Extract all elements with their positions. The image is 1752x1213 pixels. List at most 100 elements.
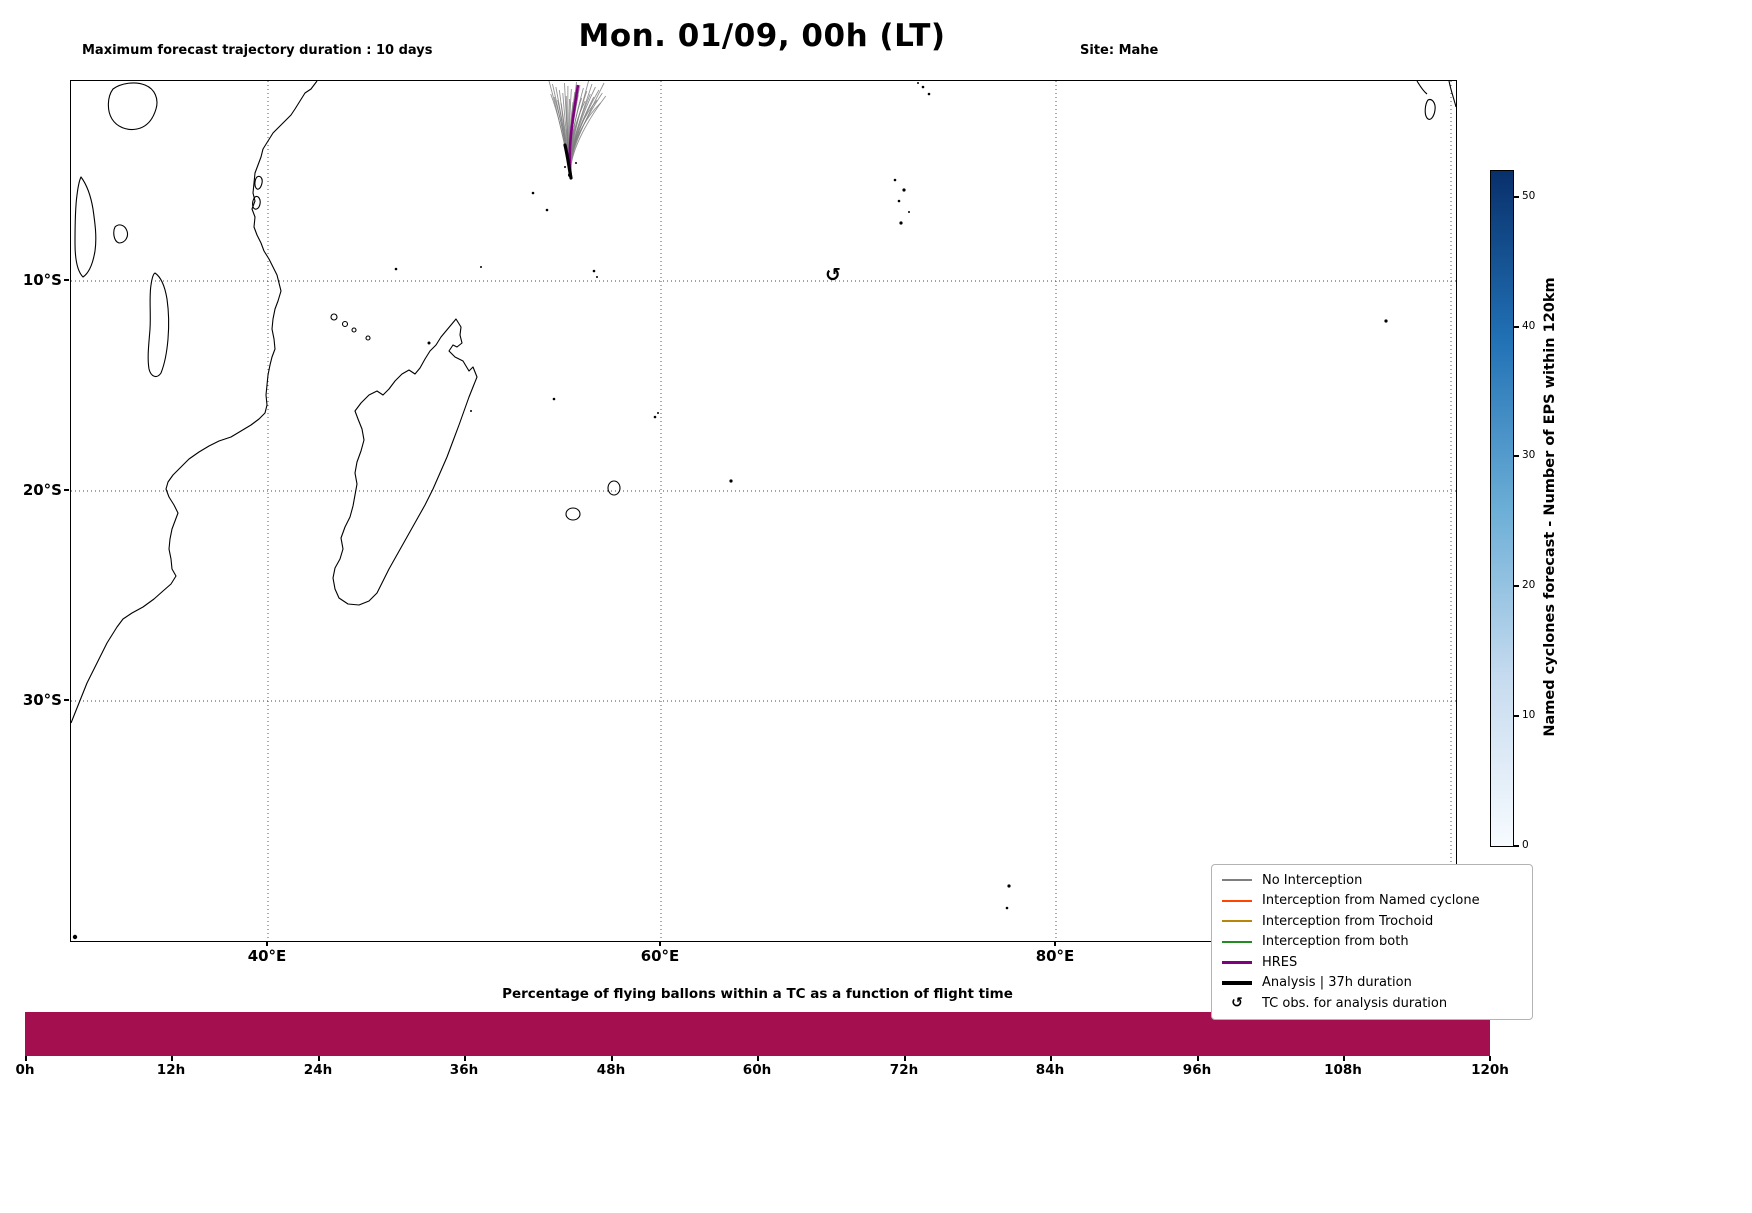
island-dot [575, 162, 577, 164]
legend-label: Interception from both [1262, 934, 1409, 950]
africa-coastline [71, 81, 318, 724]
island-dot [72, 934, 78, 940]
pemba-outline [254, 175, 263, 190]
island-dot [729, 479, 733, 483]
legend-label: Analysis | 37h duration [1262, 975, 1412, 991]
legend-label: Interception from Named cyclone [1262, 893, 1480, 909]
bottom-chart-title: Percentage of flying ballons within a TC… [502, 986, 1013, 1002]
lon-tick-mark [266, 941, 268, 946]
time-tick-mark [904, 1056, 906, 1061]
map-canvas: ↺ [71, 81, 1456, 941]
legend-item-both: Interception from both [1220, 932, 1524, 953]
colorbar-tick-label: 30 [1522, 449, 1536, 461]
island-dot [531, 191, 535, 195]
madagascar-outline [332, 318, 478, 606]
time-tick-mark [318, 1056, 320, 1061]
comoros-island [341, 320, 349, 328]
time-tick-label: 96h [1182, 1062, 1212, 1078]
lon-tick-label: 80°E [1035, 947, 1075, 965]
colorbar-axis-label: Named cyclones forecast - Number of EPS … [1542, 277, 1558, 737]
time-tick-label: 120h [1471, 1062, 1509, 1078]
time-tick-mark [1343, 1056, 1345, 1061]
legend-line-swatch [1222, 960, 1252, 964]
time-tick-mark [1050, 1056, 1052, 1061]
legend-line-swatch [1222, 981, 1252, 985]
legend-swatch [1220, 899, 1254, 902]
lake-rukwa-outline [113, 224, 129, 244]
lat-tick-mark [64, 489, 69, 491]
analysis-trajectory [563, 143, 573, 180]
lon-tick-mark [659, 941, 661, 946]
time-tick-label: 72h [889, 1062, 919, 1078]
time-tick-mark [171, 1056, 173, 1061]
legend-swatch [1220, 920, 1254, 923]
siberut-outline [1424, 99, 1436, 120]
colorbar-tick-mark [1514, 845, 1519, 847]
colorbar-tick-mark [1514, 715, 1519, 717]
grid-lines [71, 81, 1456, 941]
island-dot [893, 178, 897, 182]
time-tick-mark [25, 1056, 27, 1061]
map-legend: No Interception Interception from Named … [1211, 864, 1533, 1020]
colorbar-tick-label: 20 [1522, 579, 1536, 591]
island-dot [657, 412, 659, 414]
legend-item-analysis: Analysis | 37h duration [1220, 973, 1524, 994]
time-tick-label: 0h [15, 1062, 35, 1078]
mentawai-outline [1416, 81, 1428, 95]
island-dot [1005, 906, 1009, 910]
coastlines [71, 81, 1456, 724]
legend-item-tc-obs: ↺ TC obs. for analysis duration [1220, 993, 1524, 1014]
legend-label: Interception from Trochoid [1262, 913, 1434, 929]
island-dot [908, 211, 910, 213]
legend-line-swatch [1222, 920, 1252, 923]
island-dot [470, 410, 472, 412]
map-panel: ↺ No Interception Interception from Name… [70, 80, 1533, 1020]
lake-victoria-outline [107, 82, 158, 131]
island-dot [921, 85, 925, 89]
island-dot [653, 415, 657, 419]
time-tick-label: 24h [303, 1062, 333, 1078]
lat-tick-label: 10°S [22, 271, 62, 289]
island-dot [927, 92, 931, 96]
legend-line-swatch [1222, 940, 1252, 943]
legend-line-swatch [1222, 899, 1252, 902]
time-tick-mark [1489, 1056, 1491, 1061]
time-tick-label: 84h [1035, 1062, 1065, 1078]
time-tick-mark [611, 1056, 613, 1061]
tc-obs-legend-icon: ↺ [1231, 995, 1243, 1012]
colorbar-tick-label: 50 [1522, 190, 1536, 202]
island-dot [917, 82, 919, 84]
sumatra-coastline [1448, 81, 1456, 108]
lon-tick-label: 40°E [247, 947, 287, 965]
colorbar-tick-mark [1514, 455, 1519, 457]
zanzibar-outline [252, 195, 261, 210]
legend-label: HRES [1262, 954, 1298, 970]
lat-tick-label: 30°S [22, 691, 62, 709]
colorbar-tick-label: 0 [1522, 839, 1529, 851]
time-tick-mark [1197, 1056, 1199, 1061]
time-tick-label: 48h [596, 1062, 626, 1078]
legend-label: TC obs. for analysis duration [1262, 995, 1448, 1011]
colorbar-tick-mark [1514, 326, 1519, 328]
lon-tick-label: 60°E [640, 947, 680, 965]
island-dot [1007, 884, 1011, 888]
legend-line-swatch [1222, 879, 1252, 882]
comoros-island [330, 313, 338, 321]
island-dot [552, 397, 556, 401]
legend-swatch [1220, 879, 1254, 882]
time-tick-mark [464, 1056, 466, 1061]
reunion-island [565, 507, 581, 521]
tc-obs-icon: ↺ [825, 264, 841, 286]
site-line: Site: Mahe [1080, 43, 1159, 58]
island-dot [480, 266, 482, 268]
colorbar-tick-mark [1514, 196, 1519, 198]
legend-label: No Interception [1262, 872, 1363, 888]
legend-swatch [1220, 940, 1254, 943]
island-dot [902, 188, 906, 192]
page-title: Mon. 01/09, 00h (LT) [578, 18, 946, 54]
island-dot [394, 267, 398, 271]
island-dot [545, 208, 549, 212]
island-dot [427, 341, 431, 345]
legend-item-hres: HRES [1220, 952, 1524, 973]
island-dots [72, 82, 1388, 940]
